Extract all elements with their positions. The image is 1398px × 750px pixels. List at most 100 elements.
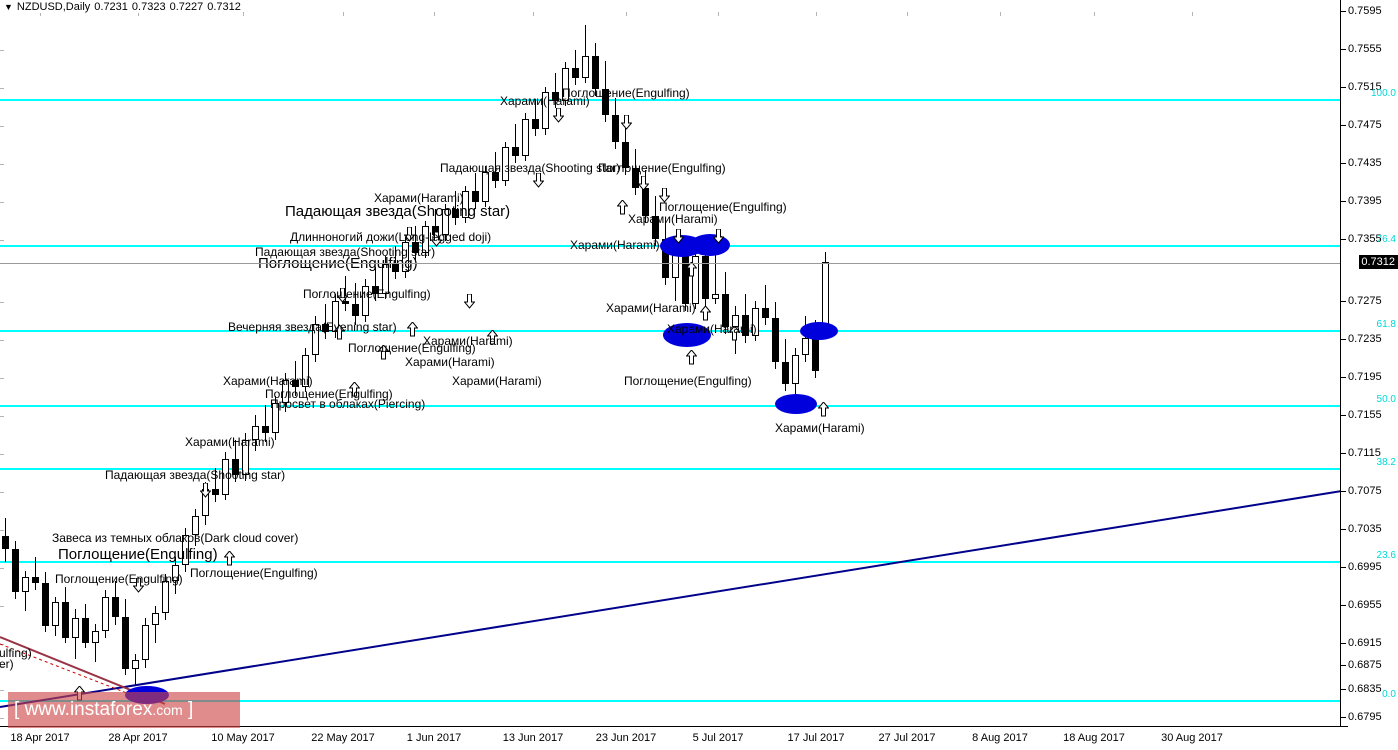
price-axis[interactable]: 0.7595 0.7555 0.7515 0.7475 0.7435 0.7395 0.73…	[1340, 0, 1398, 736]
tick-dash-icon	[1341, 566, 1346, 568]
fibonacci-level-line[interactable]	[0, 561, 1348, 563]
candlestick	[632, 12, 640, 724]
candle-wick	[395, 245, 396, 280]
tick-dash-icon	[1341, 414, 1346, 416]
candle-body	[322, 323, 329, 333]
candlestick	[802, 12, 810, 724]
vertical-gridline	[434, 12, 435, 724]
horizontal-gridline	[0, 690, 1348, 691]
candle-body	[702, 256, 709, 299]
date-tick-label: 18 Apr 2017	[10, 732, 70, 744]
tick-dash-icon	[1341, 48, 1346, 50]
candle-body	[762, 307, 769, 319]
candlestick	[562, 12, 570, 724]
candle-body	[2, 536, 9, 550]
horizontal-gridline	[0, 644, 1348, 645]
candle-body	[112, 597, 119, 617]
price-tick-label: 0.7515	[1348, 81, 1382, 94]
date-tick-label: 17 Jul 2017	[787, 732, 845, 744]
vertical-gridline	[1000, 12, 1001, 724]
candlestick	[592, 12, 600, 724]
pattern-highlight-ellipse[interactable]	[775, 394, 817, 414]
candle-body	[592, 56, 599, 89]
candle-body	[802, 337, 809, 356]
candlestick	[742, 12, 750, 724]
candle-wick	[585, 25, 586, 84]
horizontal-gridline	[0, 492, 1348, 493]
fibonacci-level-line[interactable]	[0, 468, 1348, 470]
date-tick-label: 28 Apr 2017	[108, 732, 168, 744]
price-tick: 0.7235	[1341, 333, 1382, 345]
candle-body	[422, 226, 429, 253]
candle-body	[552, 92, 559, 102]
date-tick-label: 1 Jun 2017	[406, 732, 462, 744]
candle-body	[62, 602, 69, 638]
candlestick	[112, 12, 120, 724]
candlestick	[772, 12, 780, 724]
candlestick	[402, 12, 410, 724]
candle-body	[752, 307, 759, 336]
candle-wick	[215, 468, 216, 502]
price-tick-label: 0.7235	[1348, 333, 1382, 346]
horizontal-gridline	[0, 454, 1348, 455]
price-tick-label: 0.7595	[1348, 5, 1382, 18]
vertical-gridline	[533, 12, 534, 724]
date-axis[interactable]: 18 Apr 2017 28 Apr 2017 10 May 2017 22 May …	[0, 726, 1348, 750]
candlestick	[612, 12, 620, 724]
chart-plot-area[interactable]: Харами(Harami) Поглощение(Engulfing) Падаю…	[0, 12, 1348, 724]
fibonacci-level-line[interactable]	[0, 99, 1348, 101]
fibonacci-level-label: 61.8	[1376, 319, 1396, 330]
pattern-highlight-ellipse[interactable]	[800, 322, 838, 340]
fibonacci-level-line[interactable]	[0, 405, 1348, 407]
price-tick-label: 0.7195	[1348, 371, 1382, 384]
ohlc-low: 0.7227	[169, 0, 204, 13]
pattern-highlight-ellipse[interactable]	[663, 323, 711, 347]
candle-wick	[475, 173, 476, 209]
vertical-gridline	[1094, 12, 1095, 724]
sell-signal-arrow-icon	[638, 176, 649, 191]
candle-body	[372, 286, 379, 294]
horizontal-gridline	[0, 202, 1348, 203]
candle-body	[582, 56, 589, 79]
candle-body	[532, 118, 539, 130]
candle-body	[162, 581, 169, 613]
horizontal-gridline	[0, 126, 1348, 127]
candle-wick	[295, 360, 296, 396]
candle-body	[262, 425, 269, 433]
candle-body	[192, 515, 199, 536]
candlestick	[142, 12, 150, 724]
candlestick	[292, 12, 300, 724]
tick-dash-icon	[1341, 238, 1346, 240]
price-tick-label: 0.6955	[1348, 599, 1382, 612]
candlestick	[412, 12, 420, 724]
candle-body	[292, 380, 299, 388]
candle-body	[272, 402, 279, 433]
price-tick: 0.7475	[1341, 119, 1382, 131]
watermark-domain: www.instaforex	[24, 699, 153, 720]
pattern-label: Падающая звезда(Shooting star)	[285, 203, 511, 220]
horizontal-gridline	[0, 12, 1348, 13]
chart-menu-caret-icon[interactable]: ▼	[4, 1, 13, 12]
price-tick: 0.7195	[1341, 371, 1382, 383]
vertical-gridline	[138, 12, 139, 724]
candle-body	[362, 286, 369, 317]
candlestick	[152, 12, 160, 724]
candlestick	[472, 12, 480, 724]
candle-body	[792, 355, 799, 384]
fibonacci-level-label: 38.2	[1376, 457, 1396, 468]
candle-body	[782, 362, 789, 384]
candlestick	[422, 12, 430, 724]
price-tick: 0.7355	[1341, 233, 1382, 245]
candle-body	[722, 293, 729, 328]
pattern-label: Харами(Harami)	[667, 322, 757, 336]
candle-body	[492, 171, 499, 181]
pattern-label: er)	[0, 657, 14, 671]
fibonacci-level-line[interactable]	[0, 700, 1348, 702]
price-tick-label: 0.6835	[1348, 683, 1382, 696]
watermark-close-bracket: ]	[187, 699, 194, 720]
candlestick	[282, 12, 290, 724]
candle-body	[22, 576, 29, 592]
candle-body	[742, 314, 749, 336]
fibonacci-level-label: 0.0	[1382, 689, 1396, 700]
